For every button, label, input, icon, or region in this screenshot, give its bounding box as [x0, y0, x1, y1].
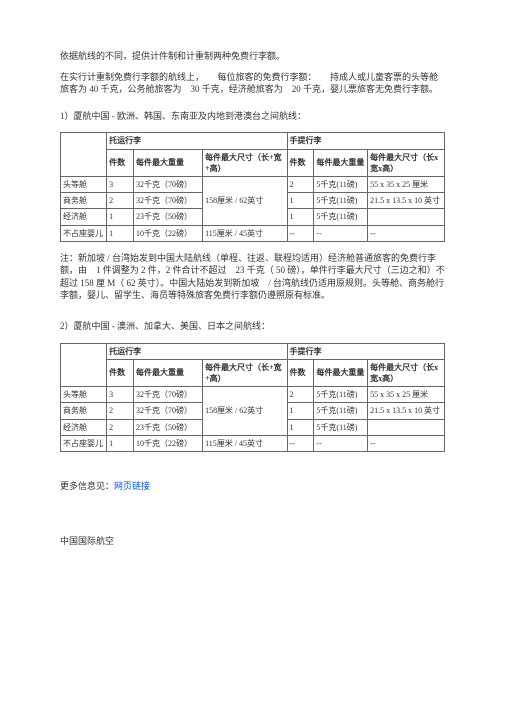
header-max-weight: 每件最大重量	[314, 149, 368, 176]
cabin-infant: 不占座婴儿	[61, 225, 107, 241]
cabin-biz: 商务舱	[61, 403, 107, 419]
more-info-link[interactable]: 网页链接	[114, 481, 150, 491]
header-checked: 托运行李	[107, 133, 287, 149]
intro-paragraph-1: 依据航线的不同，提供计件制和计重制两种免费行李额。	[60, 50, 445, 63]
cabin-biz: 商务舱	[61, 193, 107, 209]
table-row: 托运行李 手提行李	[61, 343, 445, 359]
airline-name: 中国国际航空	[60, 535, 445, 548]
header-max-weight: 每件最大重量	[133, 149, 202, 176]
table-row: 件数 每件最大重量 每件最大尺寸（长+宽+高） 件数 每件最大重量 每件最大尺寸…	[61, 359, 445, 386]
table-row: 头等舱 3 32千克（70磅） 158厘米 / 62英寸 2 5千克(11磅) …	[61, 387, 445, 403]
cabin-eco: 经济舱	[61, 419, 107, 435]
baggage-table-2: 托运行李 手提行李 件数 每件最大重量 每件最大尺寸（长+宽+高） 件数 每件最…	[60, 343, 445, 452]
cabin-first: 头等舱	[61, 176, 107, 192]
intro-paragraph-2: 在实行计重制免费行李额的航线上， 每位旅客的免费行李额： 持成人或儿童客票的头等…	[60, 71, 445, 96]
cabin-first: 头等舱	[61, 387, 107, 403]
header-max-size2: 每件最大尺寸（长x宽x高）	[368, 149, 445, 176]
header-pieces: 件数	[107, 359, 134, 386]
header-pieces: 件数	[287, 149, 314, 176]
cabin-eco: 经济舱	[61, 209, 107, 225]
table-row: 托运行李 手提行李	[61, 133, 445, 149]
header-pieces: 件数	[107, 149, 134, 176]
header-max-size: 每件最大尺寸（长+宽+高）	[203, 359, 287, 386]
table-row: 不占座婴儿 1 10千克（22磅） 115厘米 / 45英寸 -- -- --	[61, 435, 445, 451]
header-carry: 手提行李	[287, 133, 444, 149]
more-info: 更多信息见：网页链接	[60, 480, 445, 493]
header-max-size: 每件最大尺寸（长+宽+高）	[203, 149, 287, 176]
table-row: 不占座婴儿 1 10千克（22磅） 115厘米 / 45英寸 -- -- --	[61, 225, 445, 241]
section-1-title: 1）厦航中国 - 欧洲、韩国、东南亚及内地到港澳台之间航线：	[60, 110, 445, 123]
cabin-infant: 不占座婴儿	[61, 435, 107, 451]
header-pieces: 件数	[287, 359, 314, 386]
table-row: 件数 每件最大重量 每件最大尺寸（长+宽+高） 件数 每件最大重量 每件最大尺寸…	[61, 149, 445, 176]
note-1: 注：新加坡 / 台湾始发到中国大陆航线（单程、往返、联程均适用）经济舱普通旅客的…	[60, 252, 445, 302]
section-2-title: 2）厦航中国 - 澳洲、加拿大、美国、日本之间航线：	[60, 320, 445, 333]
header-max-weight: 每件最大重量	[133, 359, 202, 386]
header-max-weight: 每件最大重量	[314, 359, 368, 386]
header-checked: 托运行李	[107, 343, 287, 359]
table-row: 头等舱 3 32千克（70磅） 158厘米 / 62英寸 2 5千克(11磅) …	[61, 176, 445, 192]
baggage-table-1: 托运行李 手提行李 件数 每件最大重量 每件最大尺寸（长+宽+高） 件数 每件最…	[60, 132, 445, 241]
more-info-label: 更多信息见：	[60, 481, 114, 491]
header-carry: 手提行李	[287, 343, 444, 359]
header-max-size2: 每件最大尺寸（长x宽x高）	[368, 359, 445, 386]
